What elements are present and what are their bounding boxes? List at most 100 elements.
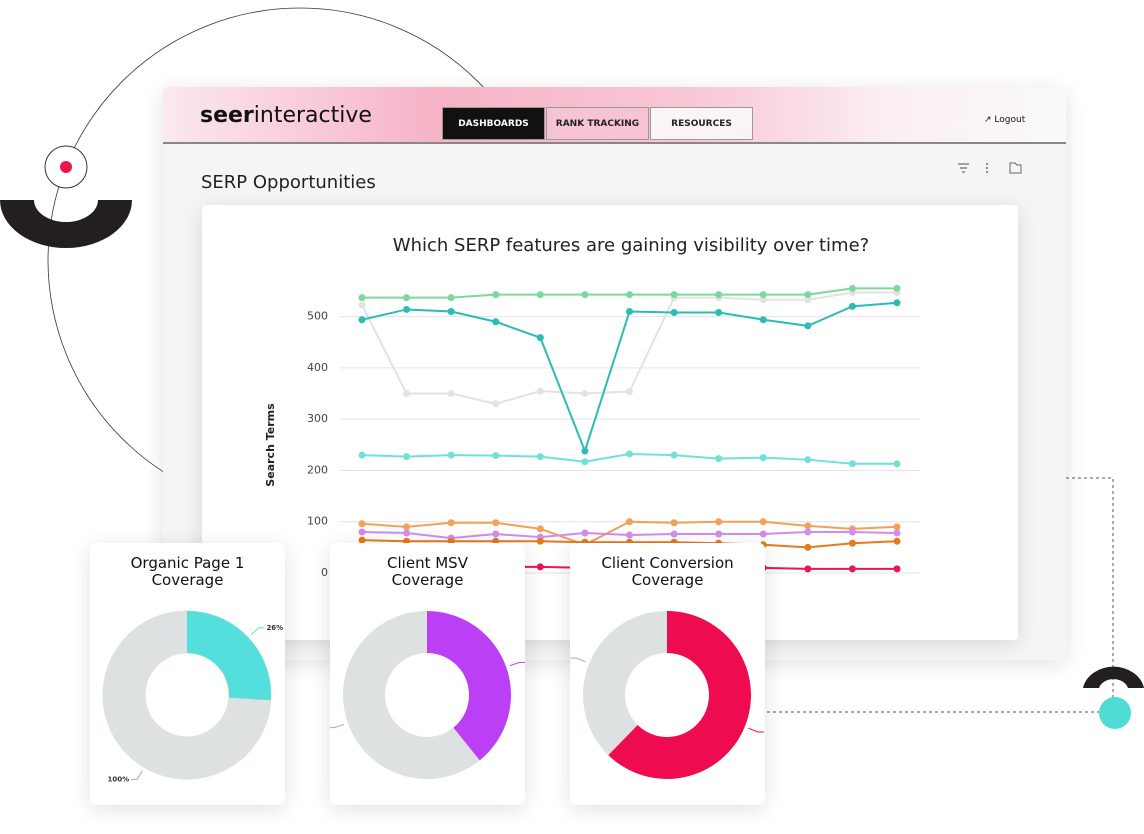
point — [581, 529, 589, 537]
logo-light: interactive — [253, 103, 372, 128]
point — [804, 456, 812, 464]
point — [492, 519, 500, 527]
point — [492, 318, 500, 326]
point — [670, 451, 678, 459]
point — [358, 528, 366, 536]
point — [848, 528, 856, 536]
decor-half — [0, 200, 132, 248]
point — [626, 308, 633, 316]
logo[interactable]: seerinteractive — [200, 103, 372, 128]
point — [848, 460, 856, 468]
label-leader — [570, 657, 586, 663]
point — [492, 530, 500, 538]
y-tick-label: 0 — [321, 566, 328, 579]
point — [715, 518, 723, 526]
point — [759, 316, 767, 324]
point — [626, 531, 633, 539]
point — [581, 291, 589, 299]
donut-chart: 62.31%37.69% — [570, 611, 764, 779]
point — [536, 537, 544, 545]
donut-slice — [583, 611, 667, 756]
point — [715, 291, 723, 299]
point — [447, 390, 455, 398]
point — [581, 390, 589, 398]
donut-title: Client Conversion Coverage — [601, 554, 734, 589]
toolbar-icons — [958, 162, 1022, 174]
decor-dot — [1099, 697, 1131, 729]
point — [581, 447, 589, 455]
menu-icon[interactable] — [986, 163, 988, 173]
point — [715, 455, 723, 463]
point — [804, 565, 812, 573]
point — [804, 543, 812, 551]
point — [403, 453, 411, 461]
point — [536, 525, 544, 533]
nav-tab[interactable]: DASHBOARDS — [442, 107, 545, 140]
logout[interactable]: ↗ Logout — [984, 115, 1025, 125]
point — [536, 291, 544, 299]
point — [626, 387, 633, 395]
point — [403, 529, 411, 537]
point — [536, 453, 544, 461]
point — [715, 530, 723, 538]
point — [893, 460, 901, 468]
point — [581, 458, 589, 466]
point — [447, 537, 455, 545]
point — [358, 451, 366, 459]
logo-bold: seer — [200, 103, 254, 128]
point — [893, 529, 901, 537]
value-label: 26% — [266, 624, 283, 632]
point — [848, 302, 856, 310]
point — [536, 387, 544, 395]
point — [358, 294, 366, 302]
point — [804, 296, 812, 304]
folder-icon[interactable] — [1009, 162, 1022, 174]
point — [492, 452, 500, 460]
point — [358, 301, 366, 309]
decor-dash — [765, 477, 1114, 713]
point — [804, 528, 812, 536]
donut-slice — [427, 611, 511, 761]
nav-tab[interactable]: RESOURCES — [650, 107, 753, 140]
point — [670, 519, 678, 527]
point — [804, 322, 812, 330]
point — [447, 451, 455, 459]
point — [759, 530, 767, 538]
point — [893, 299, 901, 307]
point — [759, 291, 767, 299]
point — [358, 520, 366, 528]
point — [403, 390, 411, 398]
point — [358, 536, 366, 544]
donut-card: Client Conversion Coverage 62.31%37.69% — [570, 543, 765, 805]
point — [626, 450, 633, 458]
donut-title: Client MSV Coverage — [387, 554, 468, 589]
nav-tab[interactable]: RANK TRACKING — [546, 107, 649, 140]
point — [536, 563, 544, 571]
page-title: SERP Opportunities — [201, 172, 376, 193]
y-tick-label: 500 — [307, 310, 328, 323]
logout-icon: ↗ — [984, 115, 995, 125]
donut-slice — [608, 611, 751, 779]
point — [626, 518, 633, 526]
label-leader — [330, 723, 345, 729]
point — [893, 523, 901, 531]
point — [403, 294, 411, 302]
point — [447, 519, 455, 527]
y-tick-label: 300 — [307, 412, 328, 425]
logout-text: Logout — [994, 115, 1026, 125]
label-leader — [131, 770, 143, 780]
point — [403, 305, 411, 313]
point — [848, 539, 856, 547]
point — [893, 284, 901, 292]
point — [403, 523, 411, 531]
point — [893, 565, 901, 573]
point — [670, 309, 678, 317]
series-line — [361, 301, 898, 454]
y-axis-label: Search Terms — [264, 403, 277, 487]
filter-icon[interactable] — [958, 163, 969, 173]
y-tick-label: 100 — [307, 515, 328, 528]
decor-half — [1083, 666, 1144, 688]
